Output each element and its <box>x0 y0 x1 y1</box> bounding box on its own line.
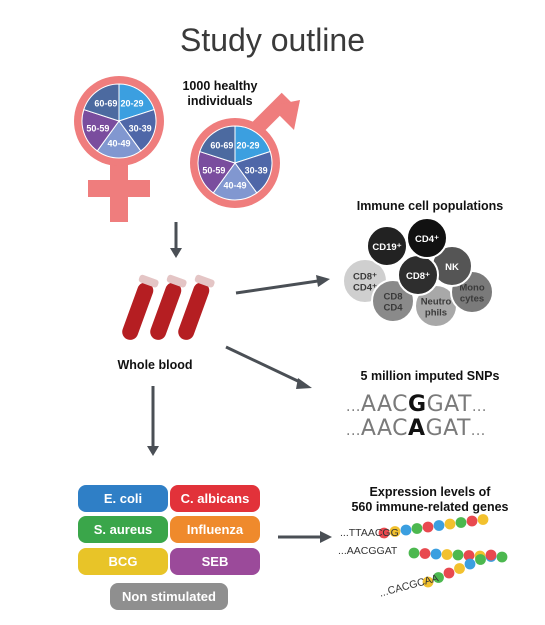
expression-bead <box>455 517 467 528</box>
age-slice-label: 30-39 <box>245 165 268 175</box>
stimulus-non-stimulated: Non stimulated <box>110 583 228 610</box>
expression-bead <box>433 520 445 531</box>
blood-tube-3 <box>178 274 215 340</box>
age-slice-label: 40-49 <box>223 181 246 191</box>
blood-tube-1 <box>122 274 159 340</box>
stimulus-seb: SEB <box>170 548 260 575</box>
immune-cell-label: cytes <box>460 294 484 305</box>
age-slice-label: 50-59 <box>202 165 225 175</box>
expression-bead <box>422 576 434 588</box>
page-title: Study outline <box>179 22 365 58</box>
immune-cell-label: CD8⁺ <box>406 271 430 282</box>
age-slice-label: 60-69 <box>94 99 117 109</box>
immune-cell-label: CD4 <box>383 303 403 314</box>
expression-seq-1: ...TTAACGG <box>340 527 399 539</box>
expression-bead <box>408 547 420 559</box>
immune-cell <box>406 217 448 259</box>
snp-sequence-1: ...AACGGAT... <box>346 392 487 417</box>
stimulus-c-albicans: C. albicans <box>170 485 260 512</box>
female-age-pie: 20-29 30-39 40-49 50-59 60-69 <box>81 83 157 159</box>
age-slice-20-29 <box>234 125 271 164</box>
expression-bead <box>441 549 453 560</box>
age-slice-label: 20-29 <box>237 141 260 151</box>
immune-cell-label: CD8⁺ <box>353 272 377 283</box>
male-age-pie: 20-29 30-39 40-49 50-59 60-69 <box>197 125 273 201</box>
expression-bead <box>454 563 465 574</box>
expression-seq-2: ...AACGGAT <box>338 545 398 557</box>
participants-label: 1000 healthy individuals <box>182 79 258 108</box>
expression-bead <box>389 526 401 537</box>
arrow-to-cells <box>235 279 319 295</box>
snps-title: 5 million imputed SNPs <box>360 369 500 383</box>
expression-bead <box>444 518 456 530</box>
expression-bead <box>464 558 476 570</box>
expression-bead <box>452 549 464 561</box>
flow-arrows <box>147 222 332 543</box>
expression-title: Expression levels of 560 immune-related … <box>351 485 509 514</box>
male-symbol: 20-29 30-39 40-49 50-59 60-69 <box>190 92 300 208</box>
immune-cell-label: CD8 <box>383 292 402 303</box>
expression-bead <box>378 527 390 539</box>
age-slice-60-69 <box>83 83 120 122</box>
immune-cell-label: Mono <box>459 283 485 294</box>
age-slice-label: 50-59 <box>86 123 109 133</box>
expression-bead <box>419 548 431 559</box>
stimulus-e-coli: E. coli <box>78 485 168 512</box>
female-crossbar <box>88 180 150 197</box>
expression-bead <box>433 572 444 583</box>
expression-bead <box>477 514 489 525</box>
arrow-to-snps <box>225 345 303 385</box>
immune-cells-title: Immune cell populations <box>356 199 504 213</box>
age-slice-50-59 <box>197 150 236 194</box>
expression-bead <box>485 549 497 561</box>
expression-bead <box>466 515 478 527</box>
immune-cell-label: NK <box>445 262 459 273</box>
age-slice-20-29 <box>118 83 155 122</box>
immune-cell-label: CD4⁺ <box>353 283 377 294</box>
stimulus-s-aureus: S. aureus <box>78 516 168 543</box>
expression-bead <box>475 554 486 565</box>
whole-blood-label: Whole blood <box>117 358 193 372</box>
expression-beads <box>378 514 508 588</box>
age-slice-30-39 <box>118 108 157 152</box>
expression-bead <box>463 550 475 561</box>
age-slice-50-59 <box>81 108 120 152</box>
age-slice-label: 20-29 <box>121 99 144 109</box>
blood-tube-2 <box>150 274 187 340</box>
age-slice-60-69 <box>199 125 236 164</box>
immune-cell <box>371 279 415 323</box>
expression-bead <box>430 548 442 560</box>
snp-sequence-2: ...AACAGAT... <box>346 416 486 441</box>
blood-tubes <box>122 274 215 340</box>
stimulus-bcg: BCG <box>78 548 168 575</box>
expression-bead <box>496 551 508 563</box>
immune-cell-label: CD4⁺ <box>415 234 439 245</box>
immune-cell-label: CD19⁺ <box>372 242 401 253</box>
age-slice-label: 60-69 <box>210 141 233 151</box>
stimulus-influenza: Influenza <box>170 516 260 543</box>
immune-cell <box>366 225 408 267</box>
age-slice-30-39 <box>234 150 273 194</box>
age-slice-40-49 <box>96 120 142 159</box>
female-symbol: 20-29 30-39 40-49 50-59 60-69 <box>74 76 164 222</box>
expression-bead <box>400 524 412 536</box>
age-slice-40-49 <box>212 162 258 201</box>
immune-cell-cluster: CD8⁺CD4⁺CD8CD4NeutrophilsMonocytesNKCD8⁺… <box>342 217 494 328</box>
age-slice-label: 40-49 <box>107 139 130 149</box>
age-slice-label: 30-39 <box>129 123 152 133</box>
expression-bead <box>443 567 455 579</box>
immune-cell-label: phils <box>425 308 447 319</box>
expression-bead <box>411 523 423 534</box>
immune-cell-label: Neutro <box>421 297 452 308</box>
male-shaft <box>249 92 293 136</box>
male-arrowhead <box>270 100 300 130</box>
expression-bead <box>422 521 434 533</box>
